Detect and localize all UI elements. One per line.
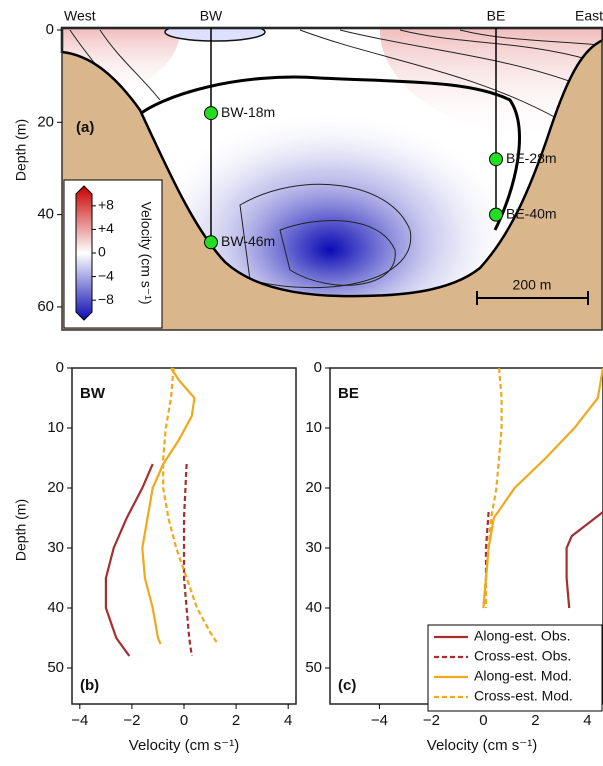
frame [61, 27, 603, 331]
panel-label: (b) [80, 677, 99, 694]
y-tick-label: 40 [305, 599, 322, 616]
station-label: BE-40m [506, 205, 557, 221]
y-tick-label: 40 [47, 599, 64, 616]
y-tick-label: 10 [47, 419, 64, 436]
x-tick-label: 4 [284, 712, 292, 729]
x-tick-label: 2 [531, 712, 539, 729]
y-tick-label: 50 [47, 659, 64, 676]
zero-contour [133, 75, 521, 231]
top-label: East [575, 8, 603, 24]
profile-line [162, 367, 219, 645]
profile-line [104, 463, 154, 657]
y-tick-label: 40 [37, 206, 54, 223]
colorbar-label: Velocity (cm s⁻¹) [138, 201, 154, 304]
station [489, 207, 503, 222]
station-name: BW [80, 385, 106, 402]
y-tick-label: 20 [37, 113, 54, 130]
station [204, 235, 218, 250]
colorbar-tick-label: +4 [98, 220, 114, 236]
contour [339, 29, 581, 86]
y-axis-label: Depth (m) [13, 119, 29, 181]
station-label: BW-18m [221, 104, 275, 120]
y-tick-label: 0 [56, 359, 64, 376]
x-tick-label: 0 [180, 712, 188, 729]
scale-bar-label: 200 m [513, 277, 552, 293]
panel-label: (c) [338, 677, 356, 694]
legend-label: Along-est. Obs. [474, 628, 571, 644]
y-tick-label: 50 [305, 659, 322, 676]
x-tick-label: −2 [123, 712, 140, 729]
y-axis-label: Depth (m) [13, 499, 29, 561]
legend-label: Cross-est. Mod. [474, 688, 573, 704]
contour [239, 183, 412, 289]
y-tick-label: 60 [37, 298, 54, 315]
contour [99, 29, 161, 101]
east-jet [380, 28, 603, 140]
panel-label: (a) [76, 119, 94, 136]
colorbar [75, 185, 93, 321]
legend-label: Along-est. Mod. [474, 668, 572, 684]
station-label: BE-28m [506, 150, 557, 166]
station [489, 152, 503, 167]
profile-line [141, 367, 196, 645]
y-tick-label: 20 [305, 479, 322, 496]
colorbar-tick-label: 0 [98, 244, 106, 260]
station-label: BW-46m [221, 233, 275, 249]
top-label: BW [200, 8, 223, 24]
profile-line [182, 463, 193, 657]
y-tick-label: 10 [305, 419, 322, 436]
top-label: West [64, 8, 96, 24]
x-tick-label: −4 [371, 712, 388, 729]
x-tick-label: −2 [423, 712, 440, 729]
x-tick-label: 2 [232, 712, 240, 729]
y-tick-label: 20 [47, 479, 64, 496]
y-tick-label: 0 [46, 21, 54, 38]
y-tick-label: 30 [47, 539, 64, 556]
x-axis-label: Velocity (cm s⁻¹) [427, 737, 537, 754]
surface-inflow [164, 28, 266, 42]
x-tick-label: 4 [583, 712, 591, 729]
station-name: BE [338, 385, 359, 402]
x-axis-label: Velocity (cm s⁻¹) [129, 737, 239, 754]
x-tick-label: −4 [71, 712, 88, 729]
y-tick-label: 0 [314, 359, 322, 376]
top-label: BE [487, 8, 506, 24]
x-tick-label: 0 [479, 712, 487, 729]
contour [279, 220, 396, 286]
velocity-field [62, 28, 603, 297]
colorbar-tick-label: +8 [98, 197, 114, 213]
colorbar-tick-label: −8 [98, 291, 114, 307]
contour [459, 29, 601, 46]
profile-line [484, 367, 503, 608]
contour [399, 29, 591, 61]
legend-box [427, 624, 603, 712]
station [204, 106, 218, 121]
legend-label: Cross-est. Obs. [474, 648, 571, 664]
colorbar-tick-label: −4 [98, 267, 114, 283]
profile-line [565, 511, 603, 609]
contour [299, 29, 561, 121]
y-tick-label: 30 [305, 539, 322, 556]
